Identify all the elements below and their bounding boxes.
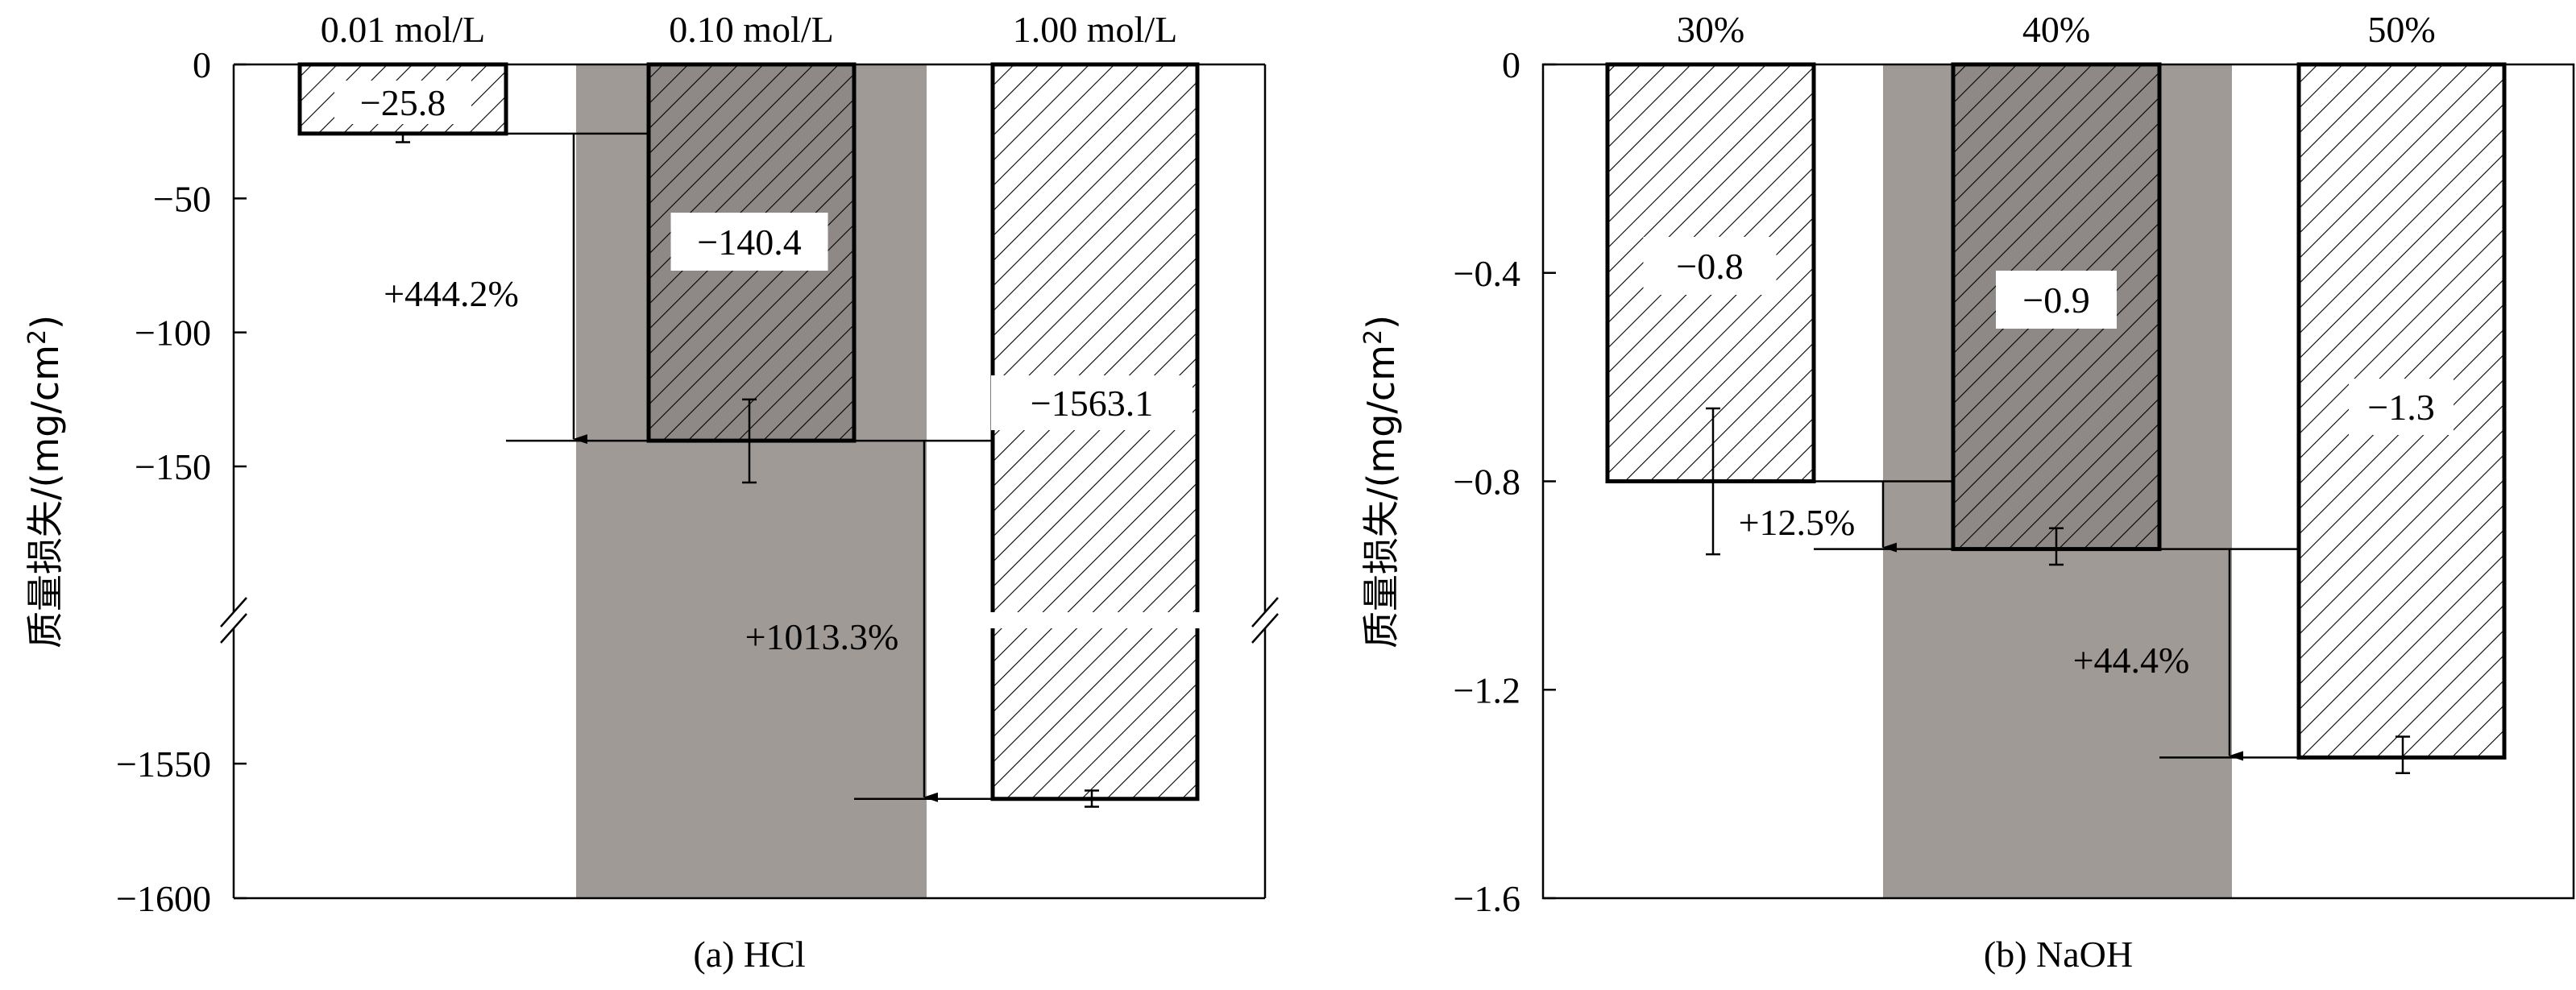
axis-break-mark	[220, 597, 247, 628]
value-label: −1563.1	[1031, 383, 1153, 424]
value-label-box	[334, 81, 471, 124]
panel-label: (a) HCl	[693, 934, 805, 975]
y-tick-label: −0.4	[1454, 253, 1520, 294]
value-label-box	[1643, 237, 1777, 295]
y-axis-label: 质量损失/(mg/cm2)	[1359, 315, 1403, 648]
value-label: −25.8	[360, 82, 446, 123]
percent-annotation: +1013.3%	[745, 616, 899, 657]
axis-break-gap	[983, 612, 1209, 628]
bar	[990, 62, 1200, 802]
category-label: 40%	[2022, 9, 2090, 50]
percent-annotation: +12.5%	[1739, 502, 1856, 543]
panel-label: (b) NaOH	[1984, 934, 2133, 975]
category-label: 50%	[2367, 9, 2435, 50]
y-axis-label: 质量损失/(mg/cm2)	[23, 315, 67, 648]
value-label-box	[1996, 271, 2117, 329]
percent-annotation: +444.2%	[384, 273, 519, 314]
y-tick-label: 0	[193, 44, 211, 85]
y-tick-label: −1600	[116, 878, 211, 919]
value-label-box	[2349, 379, 2454, 435]
value-label: −140.4	[697, 222, 801, 263]
value-label-box	[991, 375, 1193, 430]
value-label: −0.8	[1676, 246, 1743, 287]
y-tick-label: −50	[153, 178, 211, 219]
axis-break-mark	[1251, 613, 1279, 644]
category-label: 30%	[1677, 9, 1744, 50]
value-label-box	[670, 213, 828, 271]
panel-naoh: 0 −0.4 −0.8 −1.2 −1.6 30% 40% 50% −0.8 −0.9 −1.3 +1…	[1359, 9, 2575, 975]
annotation-box	[1715, 498, 1880, 548]
value-label: −0.9	[2022, 280, 2089, 321]
category-label: 0.10 mol/L	[669, 9, 833, 50]
category-label: 1.00 mol/L	[1013, 9, 1177, 50]
value-label: −1.3	[2367, 387, 2434, 428]
y-tick-label: −150	[135, 446, 211, 487]
y-tick-label: −0.8	[1454, 462, 1520, 503]
y-tick-label: 0	[1502, 44, 1520, 85]
axis-break-mark	[1251, 597, 1279, 628]
y-tick-label: −1.2	[1454, 669, 1520, 710]
y-tick-label: −1.6	[1454, 878, 1520, 919]
y-tick-label: −100	[135, 313, 211, 354]
category-label: 0.01 mol/L	[321, 9, 485, 50]
panel-hcl: 0 −50 −100 −150 −1550 −1600 0.01 mol/L 0.10 mol…	[23, 9, 1279, 975]
percent-annotation: +44.4%	[2073, 640, 2190, 681]
axis-break-mark	[220, 613, 247, 644]
y-tick-label: −1550	[116, 744, 211, 785]
